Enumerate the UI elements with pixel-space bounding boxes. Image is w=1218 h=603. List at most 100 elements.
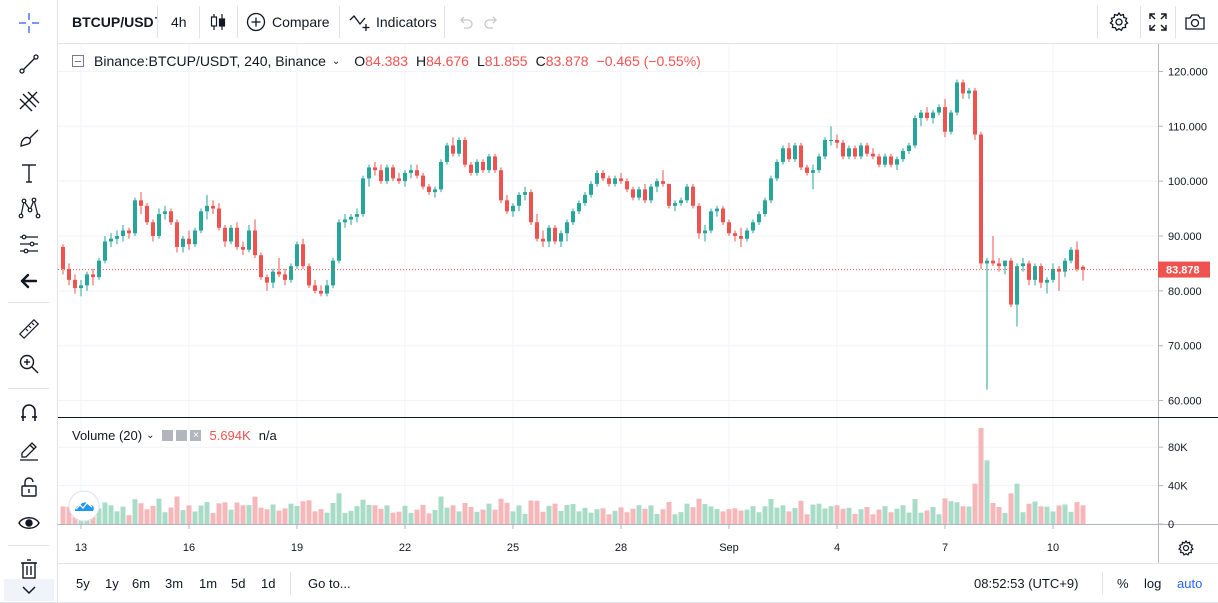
close-label: C [535, 53, 546, 69]
chevron-down-icon[interactable]: ⌄ [331, 55, 341, 67]
candle-body [133, 200, 137, 234]
volume-bar [696, 498, 702, 524]
range-1d-button[interactable]: 1d [261, 564, 275, 603]
last-price-tag [1158, 261, 1210, 278]
indicators-button[interactable]: Indicators [348, 0, 437, 44]
symbol-search-button[interactable]: BTCUP/USD˙ [72, 0, 158, 44]
range-3m-button[interactable]: 3m [165, 564, 183, 603]
chart-area[interactable]: 120.000 110.000 100.000 90.000 80.000 70.000 6… [58, 44, 1218, 563]
chart-style-button[interactable] [208, 0, 230, 44]
trend-line-icon[interactable] [14, 49, 44, 79]
settings-button[interactable] [1108, 0, 1130, 44]
compare-button[interactable]: Compare [246, 0, 330, 44]
undo-button[interactable] [456, 0, 474, 44]
compare-label: Compare [272, 14, 330, 30]
candle-body [937, 107, 941, 113]
candle-body [211, 205, 215, 209]
volume-bar [858, 509, 864, 524]
tradingview-logo[interactable] [68, 490, 100, 522]
expand-toolbar-button[interactable] [4, 579, 54, 601]
chevron-down-icon[interactable]: ⌄ [146, 429, 155, 441]
visibility-icon[interactable] [162, 429, 174, 441]
candle-body [871, 153, 875, 157]
time-tick-label: 25 [507, 542, 519, 554]
candle-body [859, 145, 863, 157]
range-6m-button[interactable]: 6m [132, 564, 150, 603]
zoom-in-icon[interactable] [14, 349, 44, 379]
volume-bar [1002, 513, 1008, 524]
candle-body [601, 172, 605, 179]
crosshair-icon[interactable] [14, 8, 44, 38]
text-tool-icon[interactable] [14, 158, 44, 188]
ruler-icon[interactable] [14, 314, 44, 344]
volume-bar [432, 509, 438, 524]
candle-body [595, 172, 599, 184]
prediction-icon[interactable] [14, 229, 44, 259]
timezone-button[interactable]: 08:52:53 (UTC+9) [974, 564, 1078, 603]
volume-bar [120, 506, 126, 524]
stay-drawing-icon[interactable] [14, 435, 44, 465]
candle-body [91, 274, 95, 278]
volume-bar [930, 507, 936, 524]
trash-icon[interactable] [14, 554, 44, 584]
volume-bar [612, 510, 618, 524]
candle-body [811, 170, 815, 173]
indicators-label: Indicators [376, 14, 437, 30]
auto-scale-button[interactable]: auto [1177, 564, 1202, 603]
volume-legend[interactable]: Volume (20) ⌄ × 5.694K n/a [72, 427, 277, 443]
fullscreen-button[interactable] [1148, 0, 1168, 44]
volume-bar [174, 496, 180, 524]
arrow-left-icon[interactable] [14, 266, 44, 296]
series-title: Binance:BTCUP/USDT, 240, Binance [94, 53, 326, 69]
volume-axis[interactable]: 80K 40K 0 [1158, 442, 1188, 531]
volume-bar [204, 502, 210, 524]
candle-body [325, 285, 329, 294]
range-5y-button[interactable]: 5y [76, 564, 90, 603]
volume-bar [156, 498, 162, 524]
log-scale-button[interactable]: log [1144, 564, 1161, 603]
volume-bar [222, 502, 228, 524]
settings-icon[interactable] [176, 429, 188, 441]
lock-icon[interactable] [14, 472, 44, 502]
volume-bar [714, 509, 720, 524]
volume-bar [516, 505, 522, 524]
range-label: 5d [231, 576, 246, 591]
candle-body [1027, 263, 1031, 280]
percent-scale-button[interactable]: % [1117, 564, 1129, 603]
brush-icon[interactable] [14, 123, 44, 153]
goto-date-button[interactable]: Go to... [308, 564, 351, 603]
main-series-legend[interactable]: Binance:BTCUP/USDT, 240, Binance ⌄ O 84.3… [72, 52, 701, 70]
range-5d-button[interactable]: 5d [231, 564, 245, 603]
collapse-legend-icon[interactable] [72, 55, 84, 67]
pattern-icon[interactable] [14, 193, 44, 223]
candle-body [343, 219, 347, 223]
volume-bar [246, 505, 252, 524]
time-axis[interactable]: 13 16 19 22 25 28 Sep 4 7 10 [75, 525, 1059, 554]
magnet-icon[interactable] [14, 398, 44, 428]
candle-body [277, 271, 281, 275]
candle-body [757, 214, 761, 223]
close-icon[interactable]: × [190, 429, 202, 441]
price-axis[interactable]: 120.000 110.000 100.000 90.000 80.000 70.000 6… [1158, 66, 1208, 408]
time-tick-label: 13 [75, 542, 87, 554]
redo-button[interactable] [483, 0, 501, 44]
volume-bar [426, 513, 432, 524]
interval-button[interactable]: 4h [171, 0, 187, 44]
candle-body [889, 156, 893, 165]
candle-body [85, 274, 89, 286]
volume-bar [810, 504, 816, 524]
volume-bar [1032, 501, 1038, 524]
time-tick-label: 7 [942, 542, 948, 554]
range-1y-button[interactable]: 1y [105, 564, 119, 603]
screenshot-button[interactable] [1184, 0, 1206, 44]
candle-body [769, 178, 773, 201]
fib-retracement-icon[interactable] [14, 86, 44, 116]
volume-bar [648, 505, 654, 524]
time-scale-settings-button[interactable] [1178, 539, 1194, 556]
eye-icon[interactable] [14, 508, 44, 538]
price-tick-label: 90.000 [1168, 231, 1202, 243]
candle-body [799, 145, 803, 168]
range-1m-button[interactable]: 1m [199, 564, 217, 603]
volume-bar [96, 508, 102, 524]
candle-body [331, 260, 335, 286]
